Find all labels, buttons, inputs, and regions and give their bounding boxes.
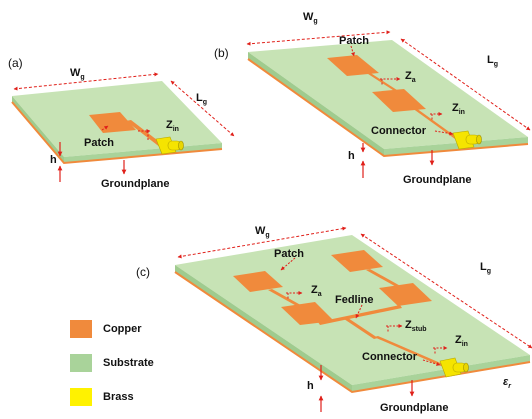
panel-a: (a) Wg Lg Patch Zin h Groundplane: [8, 56, 235, 190]
h-label-c: h: [307, 380, 314, 392]
groundplane-label-a: Groundplane: [101, 178, 169, 190]
panel-label-b: (b): [214, 46, 229, 60]
groundplane-label-c: Groundplane: [380, 402, 448, 414]
substrate-side-front-c: [175, 265, 352, 392]
lg-label-a: Lg: [196, 92, 207, 106]
wg-label-b: Wg: [303, 11, 318, 25]
feedline-1-b: [365, 72, 400, 92]
substrate-side-front-b: [248, 52, 384, 156]
wg-label-a: Wg: [70, 67, 85, 81]
h-label-b: h: [348, 150, 355, 162]
patch-pointer-c: [280, 257, 296, 271]
patch-pointer-a: [101, 125, 109, 131]
legend-item-copper: Copper: [70, 318, 142, 340]
legend-item-substrate: Substrate: [70, 352, 154, 374]
za-label-c: Za: [311, 284, 322, 298]
epsilon-r-label-c: εr: [503, 376, 512, 390]
patch-1-c: [233, 271, 283, 292]
zin-label-a: Zin: [166, 119, 179, 133]
groundplane-edge-c: [174, 271, 531, 394]
substrate-side-right-b: [384, 137, 528, 156]
fedline-pointer-c: [355, 304, 363, 319]
wg-dimension-c: [177, 226, 347, 259]
brass-swatch: [70, 388, 92, 406]
patch-1-b: [327, 55, 379, 76]
panel-label-c: (c): [136, 265, 150, 279]
panel-c: (c) Wg Lg Patch Za Fedline Zstub Zin Con…: [136, 225, 532, 414]
groundplane-edge-a: [11, 101, 223, 165]
patch-label-a: Patch: [84, 137, 114, 149]
connector-b: [452, 130, 482, 150]
zin-label-c: Zin: [455, 334, 468, 348]
zstub-label-c: Zstub: [405, 319, 427, 333]
connector-label-b: Connector: [371, 125, 427, 137]
za-label-b: Za: [405, 70, 416, 84]
lg-dimension-c: [360, 233, 532, 349]
lg-dimension-a: [170, 80, 235, 137]
connector-a: [155, 136, 184, 155]
patch-label-b: Patch: [339, 35, 369, 47]
connector-pointer-b: [434, 130, 454, 136]
legend-label-copper: Copper: [103, 323, 142, 335]
legend-label-brass: Brass: [103, 391, 134, 403]
feedline-left-c: [268, 289, 306, 309]
fedline-label-c: Fedline: [335, 294, 374, 306]
h-label-a: h: [50, 154, 57, 166]
lg-label-c: Lg: [480, 261, 491, 275]
patch-3-c: [281, 302, 334, 325]
legend-label-substrate: Substrate: [103, 357, 154, 369]
wg-dimension-a: [13, 72, 159, 91]
wg-label-c: Wg: [255, 225, 270, 239]
substrate-side-right-c: [352, 355, 530, 392]
material-legend: Copper Substrate Brass: [70, 318, 220, 413]
patch-pointer-b: [350, 45, 355, 57]
panel-b: (b) Wg Lg Patch Za Zin Connector h Groun…: [214, 11, 531, 186]
groundplane-edge-b: [247, 58, 529, 158]
lg-label-b: Lg: [487, 54, 498, 68]
panel-label-a: (a): [8, 56, 23, 70]
lg-dimension-b: [400, 38, 531, 131]
zin-label-b: Zin: [452, 102, 465, 116]
patch-label-c: Patch: [274, 248, 304, 260]
wg-dimension-b: [246, 30, 391, 46]
connector-c: [439, 357, 469, 378]
copper-swatch: [70, 320, 92, 338]
connector-pointer-c: [422, 359, 441, 366]
legend-item-brass: Brass: [70, 386, 134, 408]
groundplane-label-b: Groundplane: [403, 174, 471, 186]
connector-label-c: Connector: [362, 351, 418, 363]
patch-a: [89, 112, 136, 133]
substrate-swatch: [70, 354, 92, 372]
